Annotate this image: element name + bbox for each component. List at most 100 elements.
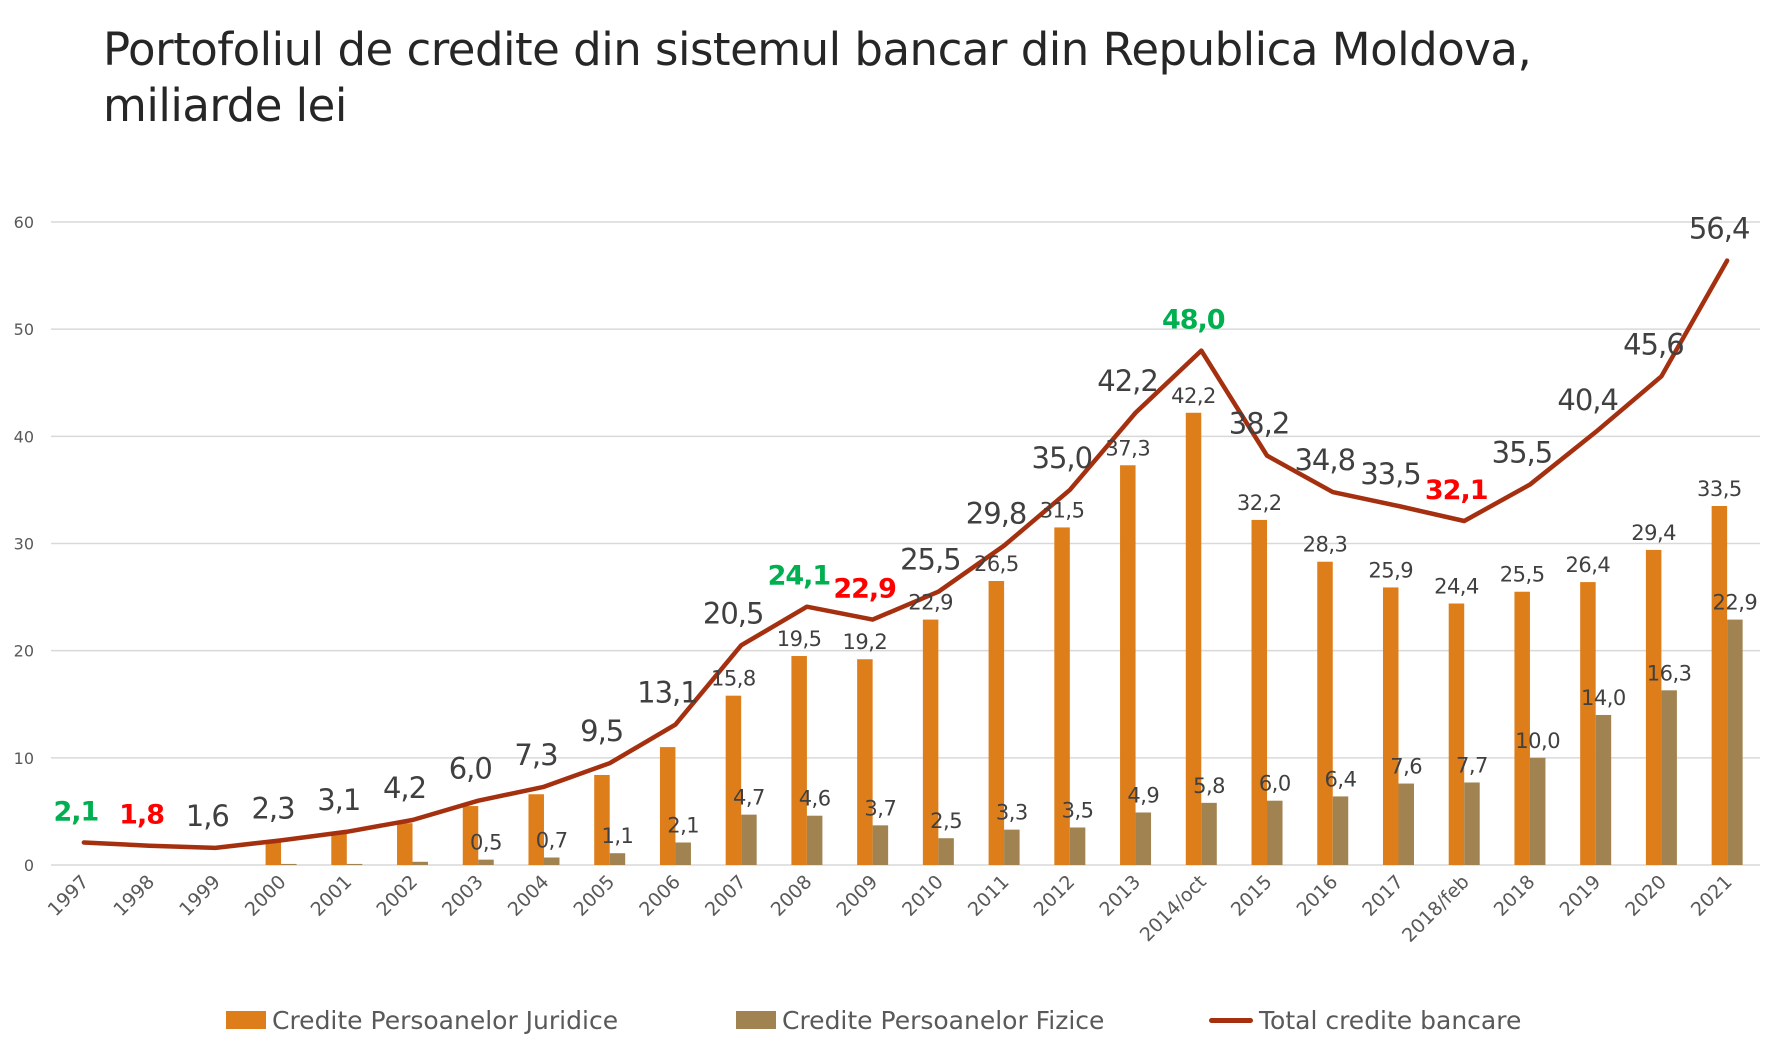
data-label-total: 2,3 (251, 791, 294, 825)
data-label-juridice: 37,3 (1105, 436, 1150, 460)
data-label-juridice: 25,5 (1500, 563, 1545, 587)
data-label-total: 2,1 (53, 796, 98, 827)
bar-fizice-2010 (938, 838, 954, 865)
bar-fizice-2001 (346, 863, 363, 865)
data-label-total: 24,1 (768, 561, 831, 592)
data-label-fizice: 4,9 (1127, 783, 1159, 807)
bar-fizice-2002 (412, 861, 429, 865)
x-tick-label: 2016 (1293, 871, 1343, 921)
x-tick-label: 2013 (1095, 871, 1145, 921)
bar-fizice-2016 (1332, 796, 1349, 865)
data-label-total: 29,8 (966, 497, 1027, 531)
x-tick-label: 2002 (372, 871, 422, 921)
y-tick-label: 20 (14, 642, 34, 661)
x-tick-label: 1998 (109, 871, 159, 921)
x-tick-label: 2015 (1227, 871, 1277, 921)
bar-fizice-2009 (872, 825, 889, 865)
data-label-juridice: 42,2 (1171, 384, 1216, 408)
data-label-fizice: 0,7 (536, 828, 568, 852)
data-label-total: 38,2 (1229, 407, 1290, 441)
bar-fizice-2012 (1069, 827, 1086, 865)
bar-juridice-2016 (1317, 561, 1333, 865)
chart-title: Portofoliul de credite din sistemul banc… (103, 22, 1743, 134)
data-label-juridice: 19,5 (777, 627, 822, 651)
x-tick-label: 2000 (241, 871, 291, 921)
bar-juridice-2015 (1251, 519, 1268, 865)
bar-fizice-2004 (543, 857, 560, 865)
data-label-juridice: 32,2 (1237, 491, 1282, 515)
bar-juridice-2000 (265, 841, 282, 865)
chart-legend: Credite Persoanelor Juridice Credite Per… (0, 1004, 1783, 1036)
x-tick-label: 2009 (832, 871, 882, 921)
legend-swatch-total (1209, 1017, 1253, 1023)
x-tick-label: 2018/feb (1398, 871, 1474, 947)
data-label-juridice: 26,5 (974, 552, 1019, 576)
data-label-fizice: 14,0 (1581, 686, 1626, 710)
bar-fizice-2007 (741, 814, 757, 865)
data-label-fizice: 6,0 (1259, 772, 1291, 796)
chart-title-line-1: Portofoliul de credite din sistemul banc… (103, 23, 1532, 76)
bar-juridice-2008 (791, 656, 807, 865)
x-tick-label: 2020 (1621, 871, 1671, 921)
x-tick-label: 2011 (964, 871, 1014, 921)
bar-juridice-2011 (988, 581, 1005, 865)
y-tick-label: 40 (14, 427, 34, 446)
total-credit-line (81, 258, 1730, 851)
data-label-total: 25,5 (900, 543, 961, 577)
data-label-total: 56,4 (1689, 212, 1750, 246)
x-tick-label: 2014/oct (1136, 871, 1211, 946)
bar-fizice-2005 (609, 853, 626, 865)
data-label-total: 22,9 (833, 574, 896, 605)
data-label-total: 1,6 (186, 799, 229, 833)
data-label-total: 6,0 (449, 752, 492, 786)
data-label-total: 42,2 (1097, 364, 1158, 398)
data-label-total: 34,8 (1294, 443, 1355, 477)
x-tick-label: 1999 (175, 871, 225, 921)
data-label-fizice: 16,3 (1647, 661, 1692, 685)
bar-juridice-2009 (857, 659, 873, 865)
bar-juridice-2018 (1514, 591, 1530, 865)
data-label-total: 35,0 (1032, 441, 1093, 475)
y-tick-label: 0 (24, 856, 34, 875)
data-label-juridice: 33,5 (1697, 477, 1742, 501)
legend-item-total: Total credite bancare (1209, 1004, 1521, 1036)
x-tick-label: 2012 (1030, 871, 1080, 921)
bar-fizice-2013 (1135, 812, 1152, 865)
data-label-juridice: 15,8 (711, 667, 756, 691)
data-label-juridice: 24,4 (1434, 575, 1479, 599)
data-label-fizice: 5,8 (1193, 774, 1225, 798)
bar-fizice-2017 (1398, 783, 1414, 865)
data-label-juridice: 31,5 (1040, 498, 1085, 522)
bar-juridice-2018/feb (1448, 603, 1465, 865)
bar-juridice-2003 (462, 806, 479, 865)
bar-juridice-2021 (1711, 505, 1728, 865)
bar-juridice-2006 (659, 747, 676, 865)
data-label-total: 9,5 (580, 714, 623, 748)
data-label-fizice: 2,1 (667, 813, 699, 837)
legend-item-fizice: Credite Persoanelor Fizice (736, 1004, 1104, 1036)
bar-fizice-2014/oct (1201, 802, 1217, 865)
bar-fizice-2000 (281, 863, 297, 865)
total-line-series (81, 258, 1730, 851)
x-tick-label: 2005 (569, 871, 619, 921)
x-tick-label: 2007 (701, 871, 751, 921)
bar-data-labels: 0,5 0,7 1,1 2,1 15,8 4,7 19,5 4,6 19,2 3,7 22,9 2,5… (470, 384, 1758, 855)
y-tick-label: 30 (14, 535, 34, 554)
data-label-fizice: 3,5 (1062, 798, 1094, 822)
bar-juridice-2002 (397, 823, 413, 865)
data-label-fizice: 4,7 (733, 786, 765, 810)
credit-portfolio-chart: 0 10 20 30 40 50 60 0,5 0,7 1,1 2,1 15,8 4,7 19,5 4,6… (14, 212, 1760, 947)
y-axis-tick-labels: 0 10 20 30 40 50 60 (14, 213, 34, 875)
bar-juridice-2010 (922, 619, 939, 865)
bar-fizice-2008 (806, 815, 823, 865)
data-label-fizice: 6,4 (1325, 767, 1357, 791)
bar-fizice-2020 (1661, 690, 1677, 865)
bar-fizice-2018/feb (1464, 782, 1480, 865)
data-label-total: 7,3 (514, 738, 557, 772)
bar-juridice-2013 (1120, 465, 1136, 865)
x-tick-label: 2010 (898, 871, 948, 921)
data-label-total: 32,1 (1425, 475, 1488, 506)
data-label-total: 1,8 (119, 800, 164, 831)
data-label-total: 20,5 (703, 596, 764, 630)
data-label-fizice: 7,7 (1456, 753, 1488, 777)
